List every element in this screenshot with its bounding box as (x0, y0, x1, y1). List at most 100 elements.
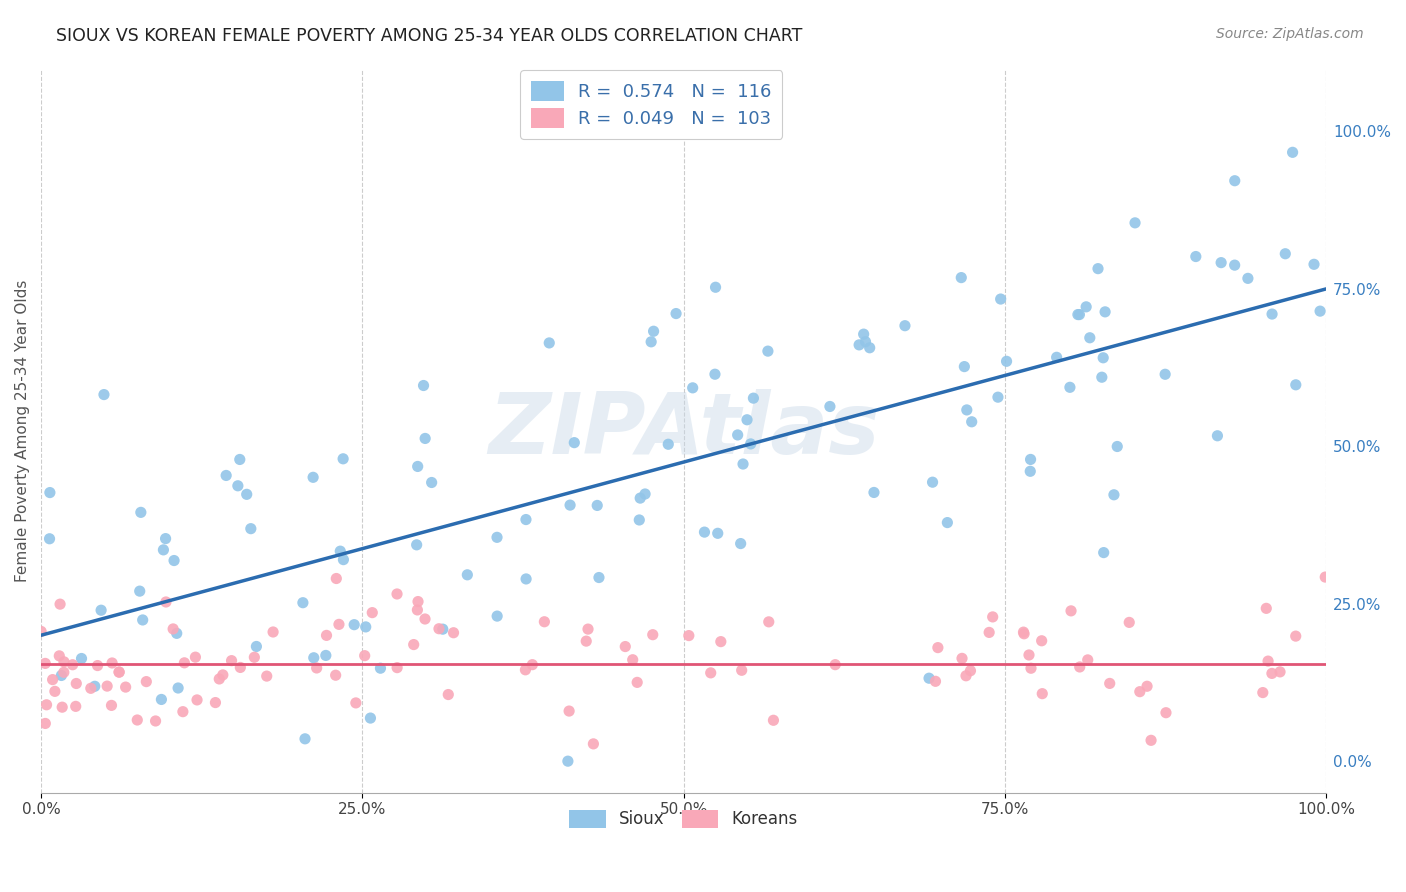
Point (1140, 733, 1163, 747)
Point (1285, 629, 1308, 643)
Point (1274, 246, 1296, 260)
Point (53, 655, 76, 669)
Point (586, 499, 609, 513)
Point (921, 475, 943, 490)
Point (186, 693, 208, 707)
Point (243, 650, 266, 665)
Point (325, 572, 347, 586)
Point (229, 452, 252, 467)
Point (706, 526, 728, 541)
Text: SIOUX VS KOREAN FEMALE POVERTY AMONG 25-34 YEAR OLDS CORRELATION CHART: SIOUX VS KOREAN FEMALE POVERTY AMONG 25-… (56, 27, 803, 45)
Point (979, 625, 1001, 640)
Point (731, 663, 754, 677)
Point (406, 603, 429, 617)
Point (818, 400, 841, 414)
Point (412, 378, 434, 392)
Point (1092, 351, 1115, 365)
Point (332, 451, 354, 466)
Point (155, 595, 177, 609)
Point (1019, 464, 1042, 478)
Point (329, 544, 352, 558)
Point (90, 603, 112, 617)
Point (634, 487, 657, 501)
Point (48, 648, 70, 663)
Point (1118, 615, 1140, 630)
Point (927, 640, 949, 655)
Point (730, 536, 752, 550)
Point (1018, 648, 1040, 662)
Point (626, 675, 648, 690)
Point (80, 681, 103, 696)
Point (96, 679, 118, 693)
Point (353, 648, 375, 663)
Point (960, 415, 983, 429)
Point (1257, 654, 1279, 668)
Point (65, 699, 87, 714)
Point (533, 615, 555, 629)
Point (135, 674, 157, 689)
Point (413, 432, 436, 446)
Point (1223, 258, 1246, 272)
Point (332, 552, 354, 566)
Point (167, 681, 190, 695)
Point (1031, 687, 1053, 701)
Point (51, 668, 73, 682)
Point (208, 672, 231, 686)
Point (704, 368, 727, 382)
Point (86, 658, 108, 673)
Point (1091, 370, 1114, 384)
Point (70, 651, 93, 665)
Point (1251, 685, 1274, 699)
Y-axis label: Female Poverty Among 25-34 Year Olds: Female Poverty Among 25-34 Year Olds (15, 279, 30, 582)
Point (859, 341, 882, 355)
Point (1281, 145, 1303, 160)
Point (402, 638, 425, 652)
Point (515, 512, 537, 526)
Point (101, 656, 124, 670)
Point (1285, 377, 1308, 392)
Point (150, 692, 173, 706)
Point (229, 660, 252, 674)
Point (51, 700, 73, 714)
Point (1077, 653, 1099, 667)
Point (127, 713, 149, 727)
Point (44, 684, 66, 698)
Point (173, 656, 195, 670)
Point (385, 587, 408, 601)
Point (52, 665, 75, 680)
Point (1094, 305, 1116, 319)
Point (918, 671, 941, 685)
Point (1268, 665, 1291, 679)
Point (1012, 627, 1035, 641)
Point (538, 335, 561, 350)
Point (1046, 351, 1069, 365)
Point (936, 516, 959, 530)
Point (562, 435, 585, 450)
Text: Source: ZipAtlas.com: Source: ZipAtlas.com (1216, 27, 1364, 41)
Point (621, 653, 644, 667)
Point (588, 570, 610, 584)
Point (370, 661, 392, 675)
Point (693, 525, 716, 540)
Point (1223, 174, 1246, 188)
Point (235, 487, 257, 501)
Point (405, 538, 427, 552)
Point (437, 688, 460, 702)
Point (665, 307, 688, 321)
Point (924, 674, 946, 689)
Point (981, 610, 1004, 624)
Point (302, 650, 325, 665)
Point (742, 391, 765, 405)
Point (735, 413, 758, 427)
Point (756, 344, 779, 359)
Point (215, 468, 238, 483)
Point (628, 513, 651, 527)
Point (162, 622, 184, 636)
Point (354, 620, 377, 634)
Point (361, 606, 384, 620)
Point (1102, 488, 1125, 502)
Point (1309, 304, 1331, 318)
Point (863, 485, 886, 500)
Point (955, 669, 977, 683)
Point (1060, 604, 1083, 618)
